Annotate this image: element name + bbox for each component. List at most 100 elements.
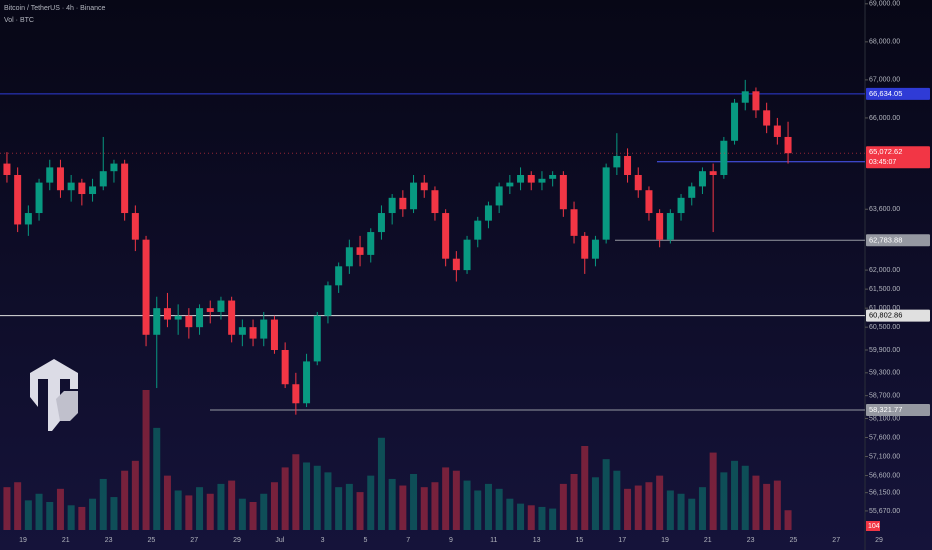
- volume-bar: [131, 460, 139, 530]
- volume-bar: [602, 459, 610, 530]
- volume-bar: [763, 483, 771, 530]
- candle-body: [335, 266, 343, 286]
- volume-bar: [206, 493, 214, 530]
- y-tick-label: 58,700.00: [869, 392, 900, 399]
- candle-body: [142, 239, 150, 335]
- volume-bar: [517, 503, 525, 530]
- candle-body: [420, 182, 428, 191]
- candle-body: [474, 220, 482, 240]
- volume-bar: [238, 498, 246, 530]
- candle-body: [591, 239, 599, 259]
- level-badge: [866, 87, 930, 100]
- volume-bar: [645, 482, 653, 530]
- volume-bar: [217, 483, 225, 530]
- volume-bar: [773, 480, 781, 530]
- level-badge: [866, 234, 930, 247]
- candle-body: [645, 190, 653, 214]
- candle-body: [196, 308, 204, 328]
- volume-bar: [303, 462, 311, 530]
- candle-body: [763, 110, 771, 126]
- candle-body: [581, 235, 589, 259]
- x-tick-label: 29: [233, 537, 241, 544]
- candle-body: [153, 308, 161, 335]
- volume-bar: [581, 446, 589, 530]
- volume-bar: [388, 478, 396, 530]
- candle-body: [741, 91, 749, 103]
- candle-body: [506, 182, 514, 187]
- volume-bar: [185, 495, 193, 530]
- candle-body: [281, 350, 289, 385]
- x-tick-label: 5: [363, 537, 367, 544]
- candle-body: [399, 197, 407, 210]
- x-tick-label: 23: [105, 537, 113, 544]
- candle-body: [217, 300, 225, 312]
- x-tick-label: 27: [190, 537, 198, 544]
- candle-body: [56, 167, 64, 191]
- volume-bar: [356, 492, 364, 530]
- chart-title: Bitcoin / TetherUS · 4h · Binance: [4, 5, 106, 12]
- candle-body: [163, 308, 171, 320]
- candle-body: [538, 178, 546, 183]
- y-tick-label: 66,000.00: [869, 115, 900, 122]
- volume-bar: [163, 475, 171, 530]
- candle-body: [784, 136, 792, 154]
- volume-bar: [452, 470, 460, 530]
- y-tick-label: 67,000.00: [869, 77, 900, 84]
- candle-body: [260, 319, 268, 339]
- volume-bar: [784, 510, 792, 530]
- volume-bar: [110, 497, 118, 530]
- y-tick-label: 56,150.00: [869, 490, 900, 497]
- level-badge: [866, 404, 930, 417]
- volume-bar: [442, 467, 450, 530]
- candle-body: [35, 182, 43, 214]
- volume-bar: [142, 390, 150, 530]
- volume-bar: [495, 488, 503, 530]
- volume-bar: [527, 505, 535, 530]
- level-label: 60,802.86: [869, 311, 902, 320]
- volume-bar: [249, 502, 257, 530]
- volume-bar: [549, 508, 557, 530]
- volume-bar: [174, 490, 182, 530]
- volume-bar: [613, 470, 621, 530]
- candle-body: [110, 163, 118, 172]
- level-badge: [866, 309, 930, 322]
- x-tick-label: 23: [747, 537, 755, 544]
- y-tick-label: 56,600.00: [869, 472, 900, 479]
- volume-bar: [720, 472, 728, 530]
- x-tick-label: 19: [661, 537, 669, 544]
- y-tick-label: 61,500.00: [869, 286, 900, 293]
- volume-badge: [866, 521, 880, 531]
- candle-body: [602, 167, 610, 240]
- volume-bar: [292, 454, 300, 530]
- volume-bar: [741, 465, 749, 530]
- y-tick-label: 57,100.00: [869, 453, 900, 460]
- volume-bar: [506, 498, 514, 530]
- candle-body: [377, 213, 385, 233]
- volume-bar: [281, 467, 289, 530]
- x-tick-label: 17: [618, 537, 626, 544]
- candle-body: [666, 213, 674, 240]
- x-tick-label: 11: [490, 537, 497, 544]
- candle-body: [238, 327, 246, 335]
- volume-bar: [260, 493, 268, 530]
- volume-bar: [313, 465, 321, 530]
- volume-bar: [89, 498, 97, 530]
- candle-body: [410, 182, 418, 210]
- current-price-badge: [866, 146, 930, 169]
- volume-bar: [78, 506, 86, 530]
- volume-bar: [559, 483, 567, 530]
- candle-body: [527, 175, 535, 183]
- volume-bar: [666, 490, 674, 530]
- x-tick-label: 19: [19, 537, 27, 544]
- y-tick-label: 57,600.00: [869, 434, 900, 441]
- candle-body: [613, 155, 621, 168]
- volume-bar: [709, 452, 717, 530]
- volume-bar: [688, 498, 696, 530]
- volume-bar: [24, 500, 32, 530]
- candle-body: [656, 213, 664, 240]
- candle-body: [270, 319, 278, 350]
- candle-body: [324, 285, 332, 316]
- y-tick-label: 58,100.00: [869, 415, 900, 422]
- candle-body: [624, 155, 632, 175]
